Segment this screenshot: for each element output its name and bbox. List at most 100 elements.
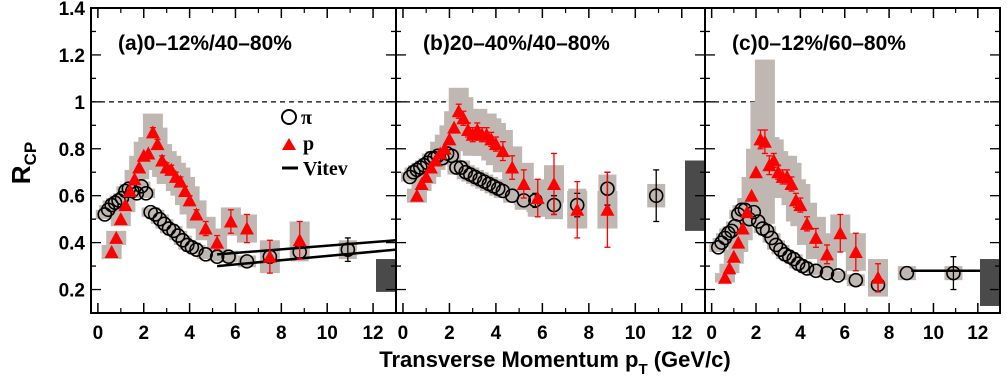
y-tick-label: 1.2 [59,46,85,67]
proton-point [145,125,160,139]
pion-point [166,223,181,239]
proton-point [735,221,750,235]
x-tick-label: 2 [751,323,762,344]
pion-point [189,242,204,257]
pion-point [97,207,113,222]
x-tick-label: 4 [491,323,502,344]
proton-point [488,137,503,151]
x-tick-label: 8 [884,323,895,344]
proton-point [784,176,799,190]
proton-point [178,184,193,197]
proton-point [744,188,759,202]
x-tick-label: 0 [706,323,717,344]
normalization-box [376,259,396,292]
proton-point [516,176,531,190]
pion-point [946,265,961,281]
proton-point [808,230,823,244]
pion-point [495,183,511,199]
proton-point [793,198,808,212]
pion-point [750,214,766,229]
proton-point [749,165,764,179]
legend-pion-marker [281,109,297,125]
panel-a: 0 2 4 6 8 10 12 0.2 0.4 0.6 0.8 1 1.2 1.4 (a)0–12%/40–… [59,0,397,344]
normalization-box [980,259,1000,306]
y-tick-label: 0.4 [59,234,86,255]
legend-proton-label: p [303,133,314,155]
syst-box [806,266,825,276]
pion-point [157,216,172,232]
pion-point [773,242,788,257]
proton-point [833,226,848,240]
panel-b: 0 2 4 6 8 10 12 (b)20–40%/40–80% [395,7,706,344]
legend: π p Vitev [281,107,348,180]
proton-point [414,176,429,190]
pion-point [786,251,802,267]
proton-point [871,270,886,284]
legend-pion-label: π [301,107,312,129]
proton-point [122,184,137,197]
pion-point [768,237,784,253]
x-tick-label: 12 [362,323,383,344]
panel-title: (a)0–12%/40–80% [118,32,292,55]
x-tick-label: 12 [967,323,988,344]
proton-point [223,214,238,228]
pion-point [449,160,464,175]
pion-point [830,268,846,283]
x-tick-label: 2 [138,323,149,344]
proton-point [766,153,781,167]
proton-point [456,111,471,125]
proton-point [141,146,156,160]
proton-point [546,176,561,190]
y-tick-label: 1.4 [59,0,86,20]
pion-point [899,265,915,281]
proton-point [239,221,254,235]
x-tick-label: 8 [276,323,287,344]
x-tick-label: 6 [839,323,850,344]
proton-point [726,249,741,263]
proton-point [419,169,434,183]
proton-point [722,261,737,275]
proton-point [757,134,772,148]
proton-point [423,160,438,174]
pion-point [340,242,356,257]
x-tick-label: 10 [317,323,338,344]
proton-point [292,233,307,247]
pion-point [152,211,168,227]
proton-point [530,191,545,205]
proton-point [447,120,462,134]
y-axis-title: RCP [6,142,40,184]
pion-point [170,228,186,243]
proton-point [173,174,188,188]
pion-point [808,263,824,279]
proton-point [819,247,834,261]
proton-point [109,230,124,244]
pion-point [453,160,469,175]
pion-point [239,254,255,269]
pion-point [198,247,213,262]
pion-point [648,188,664,203]
x-tick-label: 4 [184,323,195,344]
proton-point [600,202,615,216]
panel-frame [704,7,1001,314]
proton-point [848,245,863,258]
x-tick-label: 0 [93,323,104,344]
panel-title: (b)20–40%/40–80% [423,32,610,55]
pion-point [819,265,835,281]
proton-point [198,221,213,235]
x-tick-label: 6 [230,323,241,344]
pion-point [759,223,775,239]
proton-point [442,132,457,146]
pion-point [848,272,864,288]
pion-point [221,249,236,264]
proton-point [132,160,147,174]
x-tick-label: 2 [444,323,455,344]
proton-point [182,193,197,207]
x-tick-label: 8 [584,323,595,344]
proton-point [505,160,520,174]
panel-title: (c)0–12%/60–80% [732,32,906,55]
proton-point [570,202,585,216]
legend-model-label: Vitev [303,158,348,180]
x-tick-label: 6 [537,323,548,344]
model-line [217,239,397,256]
